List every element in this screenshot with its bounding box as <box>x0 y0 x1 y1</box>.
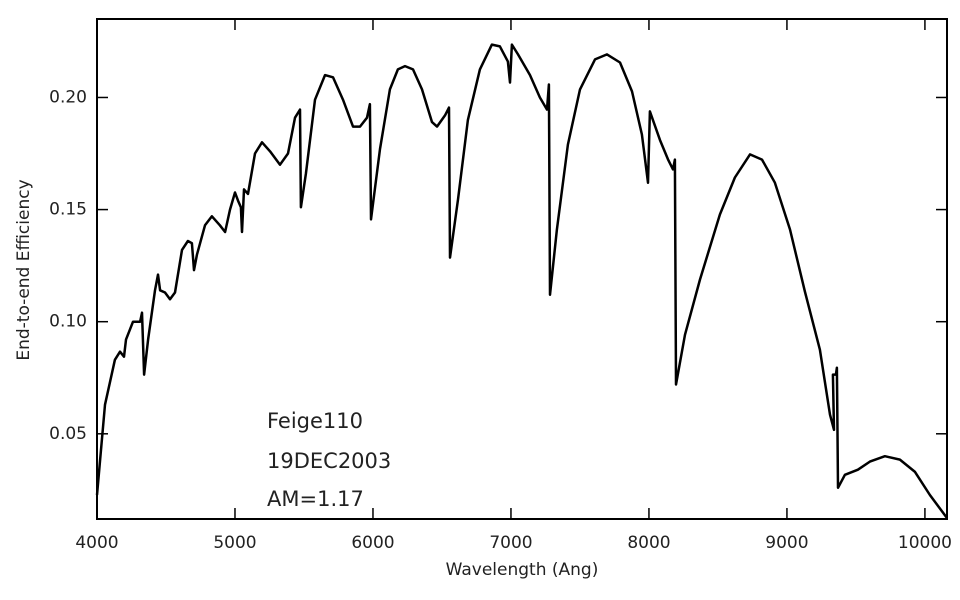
y-tick-label: 0.15 <box>49 200 87 220</box>
data-line <box>95 43 948 519</box>
y-axis-label: End-to-end Efficiency <box>14 179 34 360</box>
x-tick-label: 4000 <box>75 533 118 553</box>
annotation: 19DEC2003 <box>267 449 391 473</box>
x-axis-label: Wavelength (Ang) <box>446 560 599 580</box>
plot-frame <box>96 18 948 520</box>
y-tick-label: 0.10 <box>49 312 87 332</box>
x-tick-label: 8000 <box>627 533 670 553</box>
x-tick-label: 6000 <box>351 533 394 553</box>
annotation: Feige110 <box>267 409 363 433</box>
x-tick-label: 7000 <box>489 533 532 553</box>
annotation: AM=1.17 <box>267 487 364 511</box>
x-tick-label: 5000 <box>213 533 256 553</box>
y-tick-label: 0.05 <box>49 424 87 444</box>
y-tick-label: 0.20 <box>49 87 87 107</box>
x-tick-label: 9000 <box>765 533 808 553</box>
x-tick-label: 10000 <box>898 533 952 553</box>
